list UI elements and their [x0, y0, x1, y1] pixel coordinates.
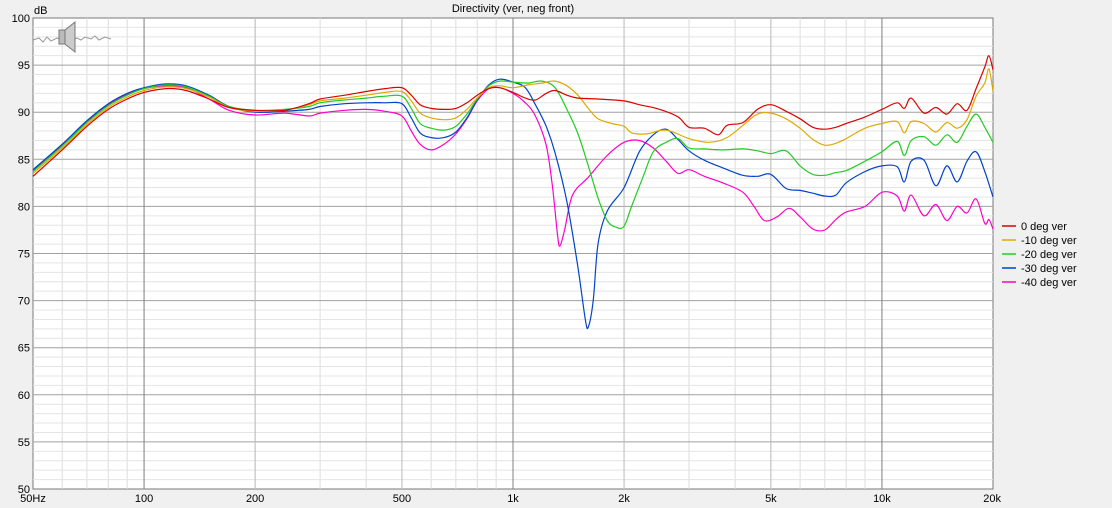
legend-label: -40 deg ver	[1021, 277, 1077, 289]
x-tick-label: 100	[135, 493, 153, 505]
x-tick-label: 5k	[765, 493, 777, 505]
x-tick-label: 200	[246, 493, 264, 505]
series-line-0	[32, 55, 994, 177]
y-tick-label: 65	[18, 343, 30, 355]
series-line-3	[32, 78, 994, 330]
y-axis-label: dB	[34, 5, 47, 17]
speaker-icon	[32, 20, 112, 54]
legend-label: -30 deg ver	[1021, 263, 1077, 275]
legend-label: -20 deg ver	[1021, 249, 1077, 261]
legend: 0 deg ver -10 deg ver -20 deg ver -30 deg v…	[1002, 221, 1077, 289]
y-tick-label: 95	[18, 60, 30, 72]
y-tick-label: 50	[18, 484, 30, 496]
y-tick-label: 100	[12, 13, 30, 25]
series-line-4	[32, 85, 994, 247]
chart-title: Directivity (ver, neg front)	[452, 3, 574, 15]
y-tick-label: 75	[18, 249, 30, 261]
series-line-2	[32, 80, 994, 229]
series-layer	[32, 55, 994, 330]
y-tick-label: 60	[18, 390, 30, 402]
x-tick-label: 1k	[507, 493, 519, 505]
x-tick-label: 50Hz	[20, 493, 46, 505]
y-tick-label: 80	[18, 201, 30, 213]
x-tick-label: 500	[393, 493, 411, 505]
y-tick-label: 90	[18, 107, 30, 119]
y-tick-label: 55	[18, 437, 30, 449]
y-tick-labels: 100 95 90 85 80 75 70 65 60 55 50	[12, 13, 30, 496]
x-tick-label: 10k	[873, 493, 891, 505]
legend-label: -10 deg ver	[1021, 235, 1077, 247]
legend-label: 0 deg ver	[1021, 221, 1067, 233]
x-tick-label: 2k	[618, 493, 630, 505]
y-tick-label: 85	[18, 154, 30, 166]
x-tick-labels: 50Hz 100 200 500 1k 2k 5k 10k 20k	[20, 493, 1001, 505]
x-tick-label: 20k	[983, 493, 1001, 505]
y-tick-label: 70	[18, 296, 30, 308]
grid-major	[33, 18, 993, 489]
